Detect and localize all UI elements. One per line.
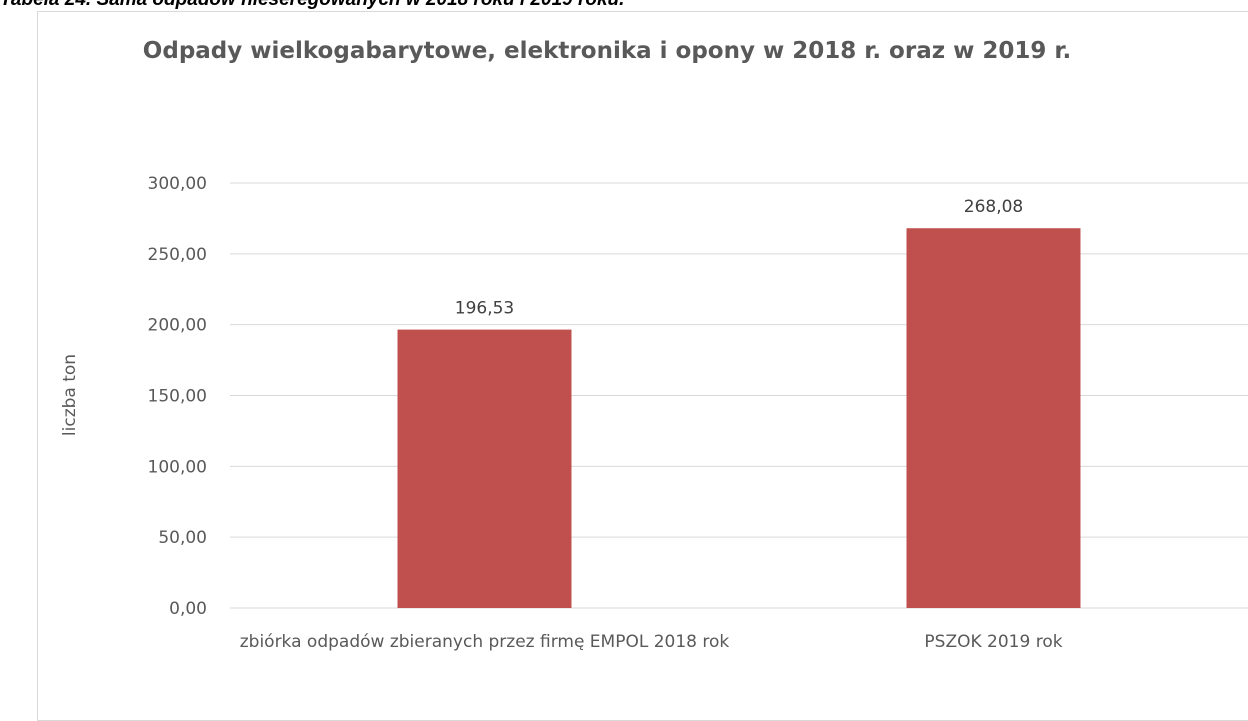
bar: [398, 330, 572, 608]
y-tick-label: 300,00: [148, 174, 207, 194]
y-axis-ticks: 0,00 50,00 100,00 150,00 200,00 250,00 300,00: [148, 174, 207, 619]
bar-value-label: 268,08: [964, 197, 1023, 217]
x-category-label: zbiórka odpadów zbieranych przez firmę E…: [235, 630, 735, 655]
bars: [398, 228, 1081, 608]
y-tick-label: 250,00: [148, 245, 207, 265]
x-category-label: PSZOK 2019 rok: [734, 630, 1248, 655]
y-tick-label: 150,00: [148, 387, 207, 407]
y-tick-label: 100,00: [148, 457, 207, 477]
y-tick-label: 0,00: [169, 599, 207, 619]
y-tick-label: 200,00: [148, 316, 207, 336]
bar-value-label: 196,53: [455, 299, 514, 319]
y-tick-label: 50,00: [158, 528, 207, 548]
bar: [907, 228, 1081, 608]
gridlines: [230, 183, 1248, 608]
